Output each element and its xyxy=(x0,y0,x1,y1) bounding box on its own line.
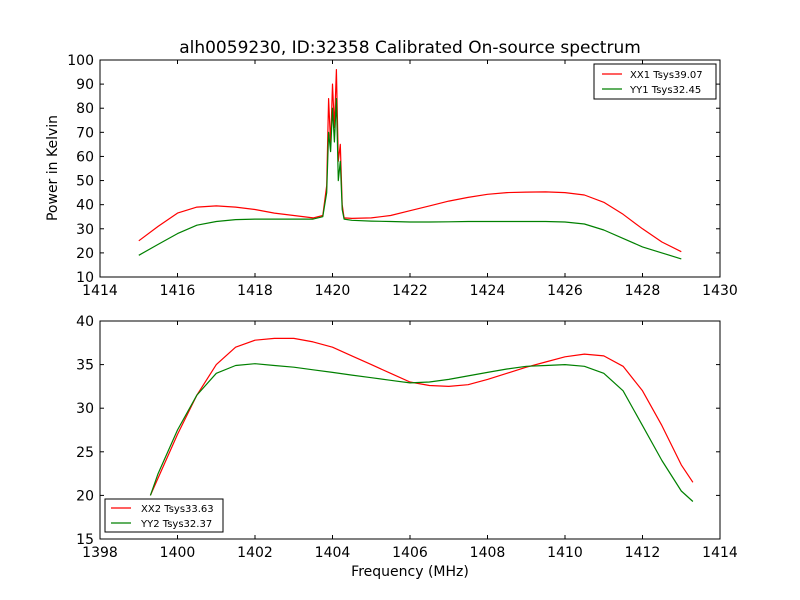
chart-top-legend: XX1 Tsys39.07 YY1 Tsys32.45 xyxy=(593,63,717,100)
chart-top-xtick-label: 1414 xyxy=(82,283,118,299)
chart-top-ytick-label: 30 xyxy=(76,222,94,238)
chart-top: alh0059230, ID:32358 Calibrated On-sourc… xyxy=(45,38,738,299)
chart-top-xtick-label: 1416 xyxy=(160,283,196,299)
chart-top-legend-label-xx1: XX1 Tsys39.07 xyxy=(630,70,703,81)
chart-bottom-xtick-label: 1398 xyxy=(82,545,118,561)
chart-top-xtick-label: 1422 xyxy=(392,283,428,299)
chart-bottom-ytick-label: 35 xyxy=(76,358,94,374)
chart-bottom-x-ticks: 1398 1400 1402 1404 1406 1408 1410 1412 1414 xyxy=(82,321,738,561)
chart-bottom-xtick-label: 1414 xyxy=(702,545,738,561)
chart-bottom-lines xyxy=(149,337,694,502)
chart-top-ytick-label: 70 xyxy=(76,125,94,141)
chart-top-ytick-label: 20 xyxy=(76,246,94,262)
chart-top-ylabel: Power in Kelvin xyxy=(45,115,61,221)
chart-top-ytick-label: 90 xyxy=(76,77,94,93)
chart-top-ytick-label: 50 xyxy=(76,174,94,190)
chart-bottom-y-ticks: 15 20 25 30 35 40 xyxy=(76,314,720,548)
chart-bottom-xtick-label: 1406 xyxy=(392,545,428,561)
chart-bottom-ytick-label: 15 xyxy=(76,532,94,548)
chart-bottom: 1398 1400 1402 1404 1406 1408 1410 1412 1414 15 2… xyxy=(76,314,738,580)
chart-top-xtick-label: 1420 xyxy=(315,283,351,299)
chart-bottom-series-line-1 xyxy=(149,363,694,502)
chart-bottom-legend-label-yy2: YY2 Tsys32.37 xyxy=(140,519,212,530)
chart-top-xtick-label: 1424 xyxy=(470,283,506,299)
chart-bottom-xtick-label: 1412 xyxy=(625,545,661,561)
chart-bottom-ytick-label: 40 xyxy=(76,314,94,330)
chart-bottom-series-line-0 xyxy=(149,337,694,496)
chart-bottom-ytick-label: 30 xyxy=(76,401,94,417)
chart-top-x-ticks: 1414 1416 1418 1420 1422 1424 1426 1428 1430 xyxy=(82,60,738,299)
chart-bottom-legend-label-xx2: XX2 Tsys33.63 xyxy=(141,504,214,515)
chart-bottom-xtick-label: 1408 xyxy=(470,545,506,561)
chart-top-xtick-label: 1430 xyxy=(702,283,738,299)
chart-bottom-xtick-label: 1404 xyxy=(315,545,351,561)
chart-bottom-legend: XX2 Tsys33.63 YY2 Tsys32.37 xyxy=(104,498,224,533)
chart-bottom-xtick-label: 1400 xyxy=(160,545,196,561)
chart-top-series-line-1 xyxy=(138,97,682,260)
chart-bottom-ytick-label: 20 xyxy=(76,488,94,504)
chart-top-ytick-label: 100 xyxy=(67,53,94,69)
chart-top-y-ticks: 10 20 30 40 50 60 70 80 90 100 xyxy=(67,53,720,286)
chart-top-lines xyxy=(138,68,682,260)
chart-top-legend-label-yy1: YY1 Tsys32.45 xyxy=(629,85,701,96)
chart-bottom-ytick-label: 25 xyxy=(76,445,94,461)
chart-bottom-xtick-label: 1402 xyxy=(237,545,273,561)
chart-top-title: alh0059230, ID:32358 Calibrated On-sourc… xyxy=(179,38,641,58)
chart-top-xtick-label: 1428 xyxy=(625,283,661,299)
chart-top-ytick-label: 80 xyxy=(76,101,94,117)
chart-top-xtick-label: 1418 xyxy=(237,283,273,299)
chart-top-ytick-label: 60 xyxy=(76,149,94,165)
chart-top-ytick-label: 10 xyxy=(76,270,94,286)
chart-bottom-xlabel: Frequency (MHz) xyxy=(351,564,469,580)
chart-bottom-legend-box xyxy=(104,498,224,533)
chart-bottom-xtick-label: 1410 xyxy=(547,545,583,561)
chart-top-ytick-label: 40 xyxy=(76,198,94,214)
chart-top-xtick-label: 1426 xyxy=(547,283,583,299)
chart-top-legend-box xyxy=(593,63,717,100)
